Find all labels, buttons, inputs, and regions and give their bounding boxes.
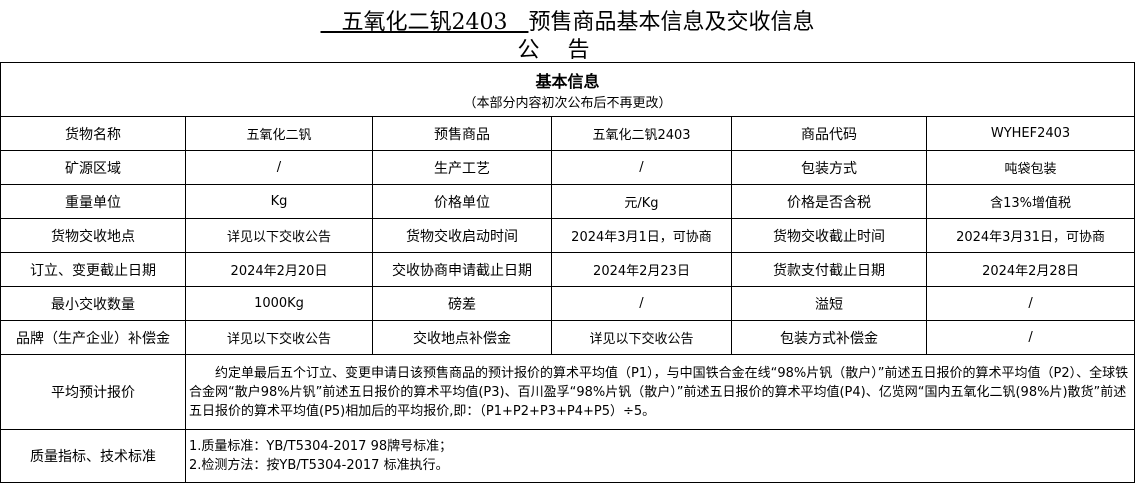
page-subtitle: 公告 <box>517 38 618 63</box>
field-value: 五氧化二钒 <box>185 116 373 151</box>
field-value: 含13%增值税 <box>925 184 1135 219</box>
field-label: 货物交收截止时间 <box>731 218 927 253</box>
field-value: 1000Kg <box>185 286 373 321</box>
field-label: 交收地点补偿金 <box>372 320 552 355</box>
field-value: WYHEF2403 <box>925 116 1135 151</box>
field-value: 元/Kg <box>551 184 732 219</box>
table-row: 矿源区域 / 生产工艺 / 包装方式 吨袋包装 <box>0 150 1135 185</box>
table-row: 重量单位 Kg 价格单位 元/Kg 价格是否含税 含13%增值税 <box>0 184 1135 219</box>
field-label: 品牌（生产企业）补偿金 <box>0 320 186 355</box>
field-value: 2024年2月20日 <box>185 252 373 287</box>
field-label: 重量单位 <box>0 184 186 219</box>
field-label: 交收协商申请截止日期 <box>372 252 552 287</box>
avg-price-label: 平均预计报价 <box>0 354 186 430</box>
avg-price-paragraph: 约定单最后五个订立、变更申请日该预售商品的预计报价的算术平均值（P1），与中国铁… <box>189 365 1129 419</box>
field-label: 溢短 <box>731 286 927 321</box>
info-table: 基本信息 （本部分内容初次公布后不再更改） 货物名称 五氧化二钒 预售商品 五氧化二钒2… <box>0 62 1135 483</box>
section-header: 基本信息 （本部分内容初次公布后不再更改） <box>0 62 1135 117</box>
field-value: 详见以下交收公告 <box>551 320 732 355</box>
field-label: 生产工艺 <box>372 150 552 185</box>
quality-line: 2.检测方法：按YB/T5304-2017 标准执行。 <box>189 458 449 473</box>
section-heading: 基本信息 <box>535 72 600 91</box>
field-label: 最小交收数量 <box>0 286 186 321</box>
table-row: 订立、变更截止日期 2024年2月20日 交收协商申请截止日期 2024年2月23日货… <box>0 252 1135 287</box>
table-row: 品牌（生产企业）补偿金 详见以下交收公告 交收地点补偿金 详见以下交收公告 包装方式补偿… <box>0 320 1135 355</box>
field-label: 包装方式补偿金 <box>731 320 927 355</box>
field-value: / <box>551 286 732 321</box>
field-label: 订立、变更截止日期 <box>0 252 186 287</box>
field-value: / <box>185 150 373 185</box>
section-note: （本部分内容初次公布后不再更改） <box>463 96 672 111</box>
field-value: 详见以下交收公告 <box>185 320 373 355</box>
field-label: 货物交收地点 <box>0 218 186 253</box>
field-value: 吨袋包装 <box>925 150 1135 185</box>
quality-label: 质量指标、技术标准 <box>0 429 186 483</box>
field-label: 价格是否含税 <box>731 184 927 219</box>
field-label: 货物名称 <box>0 116 186 151</box>
quality-text: 1.质量标准：YB/T5304-2017 98牌号标准； 2.检测方法：按YB/T… <box>184 429 1135 483</box>
field-label: 商品代码 <box>731 116 927 151</box>
field-value: / <box>925 286 1135 321</box>
table-row: 最小交收数量 1000Kg 磅差 / 溢短 / <box>0 286 1135 321</box>
field-value: 2024年2月23日 <box>551 252 732 287</box>
title-rest: 预售商品基本信息及交收信息 <box>528 10 815 35</box>
field-value: 五氧化二钒2403 <box>551 116 732 151</box>
field-label: 预售商品 <box>372 116 552 151</box>
product-name-underlined: 五氧化二钒2403 <box>320 10 529 35</box>
field-value: 2024年3月1日，可协商 <box>551 218 732 253</box>
table-row: 货物名称 五氧化二钒 预售商品 五氧化二钒2403 商品代码 WYHEF2403 <box>0 116 1135 151</box>
field-label: 货物交收启动时间 <box>372 218 552 253</box>
field-label: 价格单位 <box>372 184 552 219</box>
field-value: 详见以下交收公告 <box>185 218 373 253</box>
field-value: Kg <box>185 184 373 219</box>
field-value: 2024年2月28日 <box>925 252 1135 287</box>
field-label: 包装方式 <box>731 150 927 185</box>
table-row: 货物交收地点 详见以下交收公告 货物交收启动时间 2024年3月1日，可协商 货物交收截… <box>0 218 1135 253</box>
field-value: 2024年3月31日，可协商 <box>925 218 1135 253</box>
field-value: / <box>551 150 732 185</box>
page-title: 五氧化二钒2403 预售商品基本信息及交收信息 <box>0 4 1135 36</box>
avg-price-text: 约定单最后五个订立、变更申请日该预售商品的预计报价的算术平均值（P1），与中国铁… <box>184 354 1135 430</box>
field-value: / <box>925 320 1135 355</box>
quality-line: 1.质量标准：YB/T5304-2017 98牌号标准； <box>189 439 453 454</box>
field-label: 磅差 <box>372 286 552 321</box>
field-label: 货款支付截止日期 <box>731 252 927 287</box>
field-label: 矿源区域 <box>0 150 186 185</box>
